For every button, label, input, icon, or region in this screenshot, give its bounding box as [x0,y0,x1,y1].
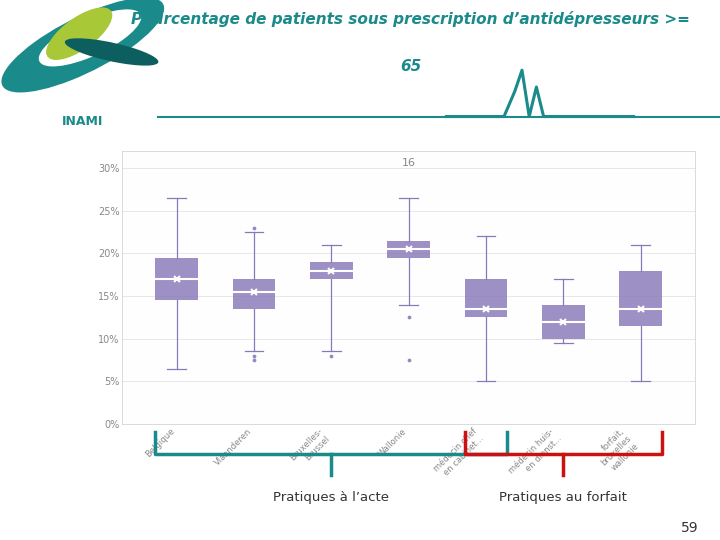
Bar [619,271,662,326]
Bar [542,305,585,339]
Ellipse shape [46,8,112,60]
Bar [387,241,430,258]
Bar [464,279,507,318]
Text: 16: 16 [402,158,415,168]
Bar [310,262,353,279]
Text: Pratiques au forfait: Pratiques au forfait [500,491,627,504]
Text: Pratiques à l’acte: Pratiques à l’acte [274,491,390,504]
Text: 59: 59 [681,521,698,535]
Bar [233,279,275,309]
Bar [156,258,198,300]
Text: Pourcentage de patients sous prescription d’antidépresseurs >=: Pourcentage de patients sous prescriptio… [131,11,690,27]
Text: 65: 65 [400,59,421,74]
Ellipse shape [39,9,141,66]
Ellipse shape [1,0,164,92]
Text: INAMI: INAMI [62,115,104,128]
Ellipse shape [65,38,158,66]
